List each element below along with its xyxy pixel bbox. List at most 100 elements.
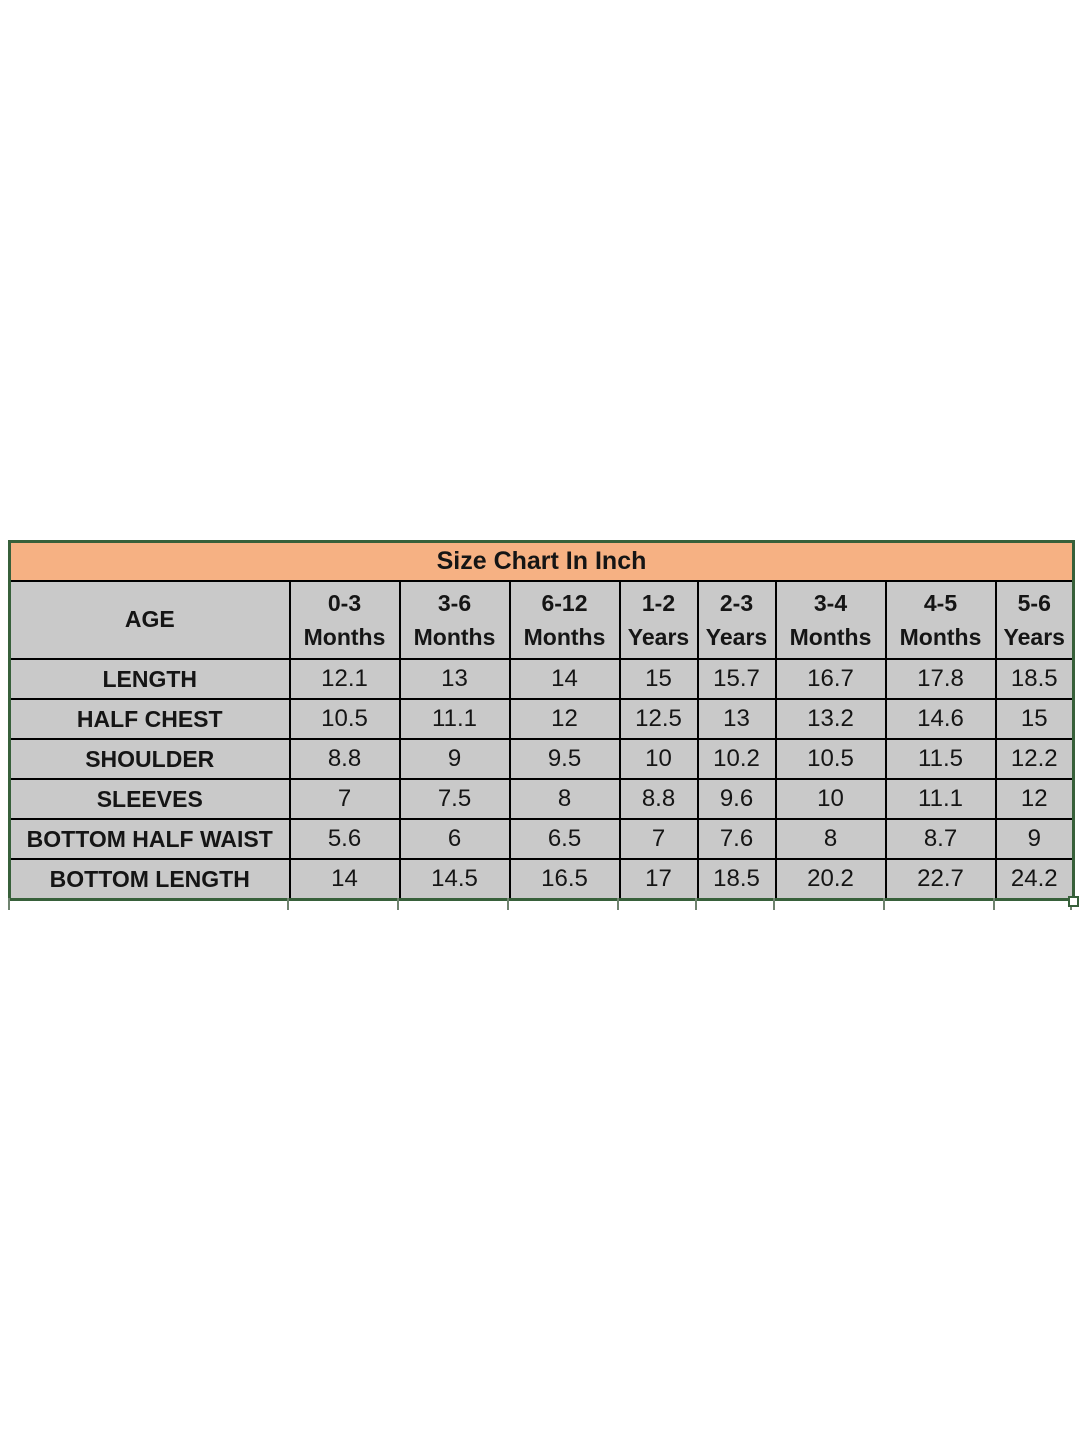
cell-value: 13.2 [774,698,887,740]
gridline-stub [695,898,697,910]
row-label: BOTTOM LENGTH [8,858,291,901]
cell-value: 17 [618,858,699,901]
cell-value: 5.6 [288,818,401,860]
header-col-4-5-months: 4-5 Months [884,580,997,660]
gridline-stub [507,898,509,910]
cell-value: 12.1 [288,658,401,700]
header-col-age-range: 3-6 [437,589,472,616]
header-col-2-3-years: 2-3 Years [696,580,777,660]
cell-value: 12.2 [994,738,1075,780]
header-col-unit: Years [1003,624,1065,650]
header-col-0-3-months: 0-3 Months [288,580,401,660]
selection-fill-handle [1068,896,1079,907]
cell-value: 18.5 [696,858,777,901]
row-label: BOTTOM HALF WAIST [8,818,291,860]
cell-value: 9.5 [508,738,621,780]
cell-value: 14 [508,658,621,700]
cell-value: 12 [508,698,621,740]
cell-value: 8.8 [288,738,401,780]
table-row-bottom-half-waist: BOTTOM HALF WAIST 5.6 6 6.5 7 7.6 8 8.7 … [8,818,1075,860]
table-title: Size Chart In Inch [8,540,1075,582]
cell-value: 7.5 [398,778,511,820]
row-label: LENGTH [8,658,291,700]
cell-value: 8.7 [884,818,997,860]
cell-value: 11.5 [884,738,997,780]
cell-value: 6.5 [508,818,621,860]
table-row-half-chest: HALF CHEST 10.5 11.1 12 12.5 13 13.2 14.… [8,698,1075,740]
cell-value: 15 [994,698,1075,740]
cell-value: 9 [398,738,511,780]
cell-value: 11.1 [884,778,997,820]
header-col-6-12-months: 6-12 Months [508,580,621,660]
cell-value: 14 [288,858,401,901]
cell-value: 15.7 [696,658,777,700]
table-row-bottom-length: BOTTOM LENGTH 14 14.5 16.5 17 18.5 20.2 … [8,858,1075,901]
cell-value: 12 [994,778,1075,820]
cell-value: 15 [618,658,699,700]
size-chart-container: Size Chart In Inch AGE 0-3 Months 3-6 Mo… [8,540,1079,910]
gridline-stub [617,898,619,910]
header-col-unit: Months [789,624,872,650]
header-col-age-range: 0-3 [327,589,362,616]
header-age: AGE [8,580,291,660]
row-label: SLEEVES [8,778,291,820]
table-header-row: AGE 0-3 Months 3-6 Months 6-12 Months 1 [8,580,1075,660]
cell-value: 12.5 [618,698,699,740]
size-chart-table: Size Chart In Inch AGE 0-3 Months 3-6 Mo… [8,540,1075,901]
cell-value: 6 [398,818,511,860]
cell-value: 16.5 [508,858,621,901]
cell-value: 9.6 [696,778,777,820]
cell-value: 8 [508,778,621,820]
header-col-unit: Years [627,624,690,650]
header-col-unit: Months [523,624,606,650]
header-col-age-range: 4-5 [923,589,958,616]
table-row-length: LENGTH 12.1 13 14 15 15.7 16.7 17.8 18.5 [8,658,1075,700]
table-row-sleeves: SLEEVES 7 7.5 8 8.8 9.6 10 11.1 12 [8,778,1075,820]
cell-value: 24.2 [994,858,1075,901]
cell-value: 22.7 [884,858,997,901]
header-col-unit: Months [413,624,496,650]
header-col-3-4-months: 3-4 Months [774,580,887,660]
cell-value: 10.5 [774,738,887,780]
row-label: SHOULDER [8,738,291,780]
header-col-3-6-months: 3-6 Months [398,580,511,660]
cell-value: 14.6 [884,698,997,740]
cell-value: 10 [774,778,887,820]
cell-value: 7.6 [696,818,777,860]
cell-value: 10 [618,738,699,780]
header-col-age-range: 5-6 [1017,589,1051,616]
header-col-1-2-years: 1-2 Years [618,580,699,660]
cell-value: 8.8 [618,778,699,820]
header-col-5-6-years: 5-6 Years [994,580,1075,660]
cell-value: 20.2 [774,858,887,901]
header-col-age-range: 1-2 [641,589,676,616]
cell-value: 7 [618,818,699,860]
cell-value: 7 [288,778,401,820]
cell-value: 11.1 [398,698,511,740]
cell-value: 13 [696,698,777,740]
gridline-stub [8,898,10,910]
cell-value: 9 [994,818,1075,860]
header-col-age-range: 6-12 [541,589,588,616]
cell-value: 14.5 [398,858,511,901]
gridline-stub [883,898,885,910]
gridline-stub [397,898,399,910]
gridline-stub [287,898,289,910]
header-col-unit: Years [705,624,768,650]
header-col-age-range: 2-3 [719,589,754,616]
header-col-age-range: 3-4 [813,589,848,616]
cell-value: 16.7 [774,658,887,700]
header-col-unit: Months [303,624,386,650]
cell-value: 8 [774,818,887,860]
cell-value: 18.5 [994,658,1075,700]
cell-value: 10.5 [288,698,401,740]
gridline-stub [773,898,775,910]
row-label: HALF CHEST [8,698,291,740]
cell-value: 13 [398,658,511,700]
table-title-row: Size Chart In Inch [8,540,1075,582]
cell-value: 17.8 [884,658,997,700]
header-col-unit: Months [899,624,982,650]
cell-value: 10.2 [696,738,777,780]
gridline-stub [993,898,995,910]
